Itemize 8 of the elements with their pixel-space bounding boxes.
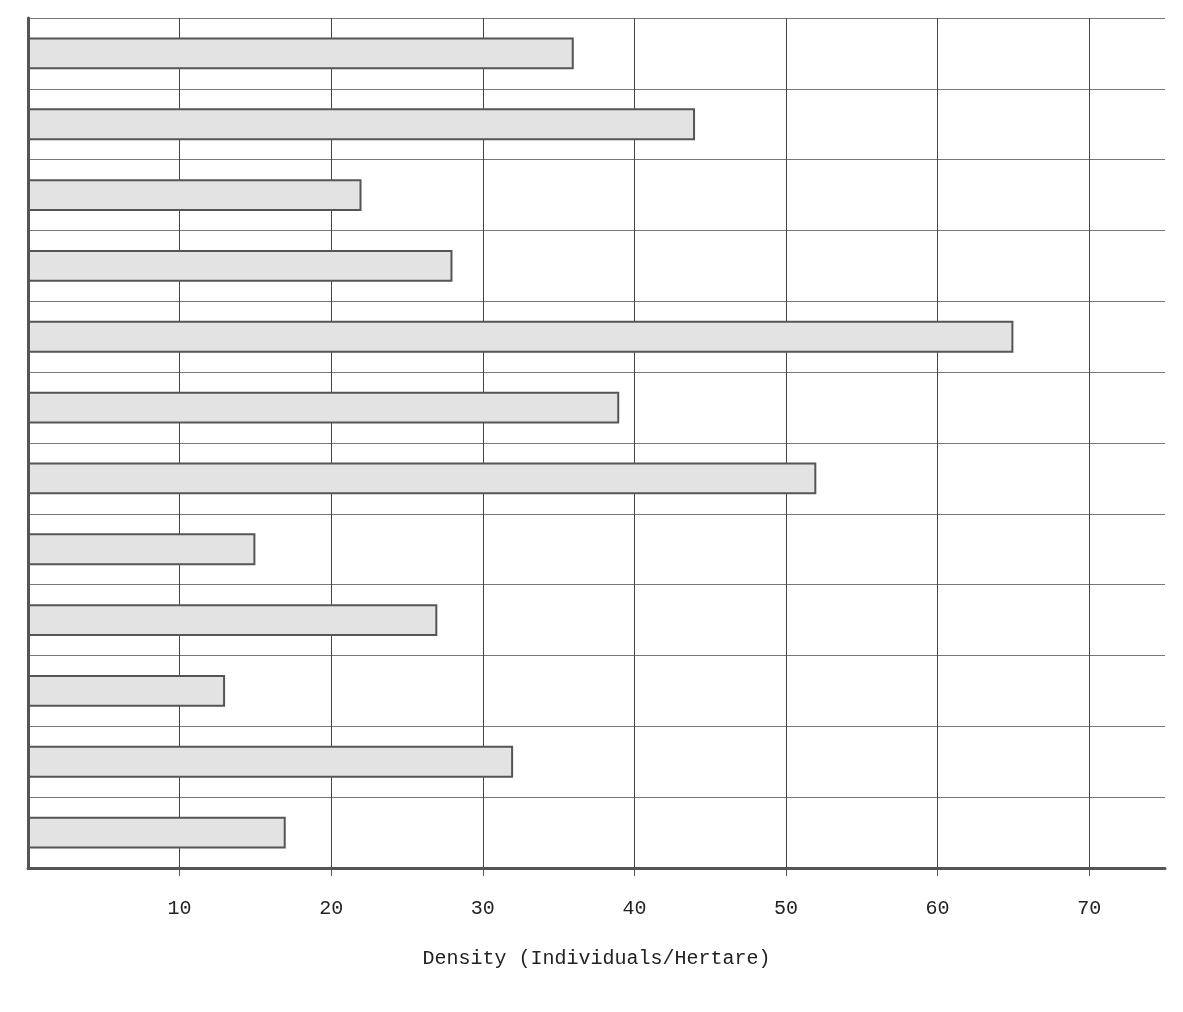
x-tick-label: 70 [1077,896,1102,920]
x-tick-label: 50 [773,896,799,920]
x-tick-label: 60 [925,896,950,920]
x-tick-label: 20 [319,896,344,920]
x-tick-label: 10 [167,896,192,920]
x-tick-label: 30 [470,896,495,920]
x-axis-title: Density (Individuals/Hertare) [422,946,771,970]
x-tick-label: 40 [622,896,647,920]
